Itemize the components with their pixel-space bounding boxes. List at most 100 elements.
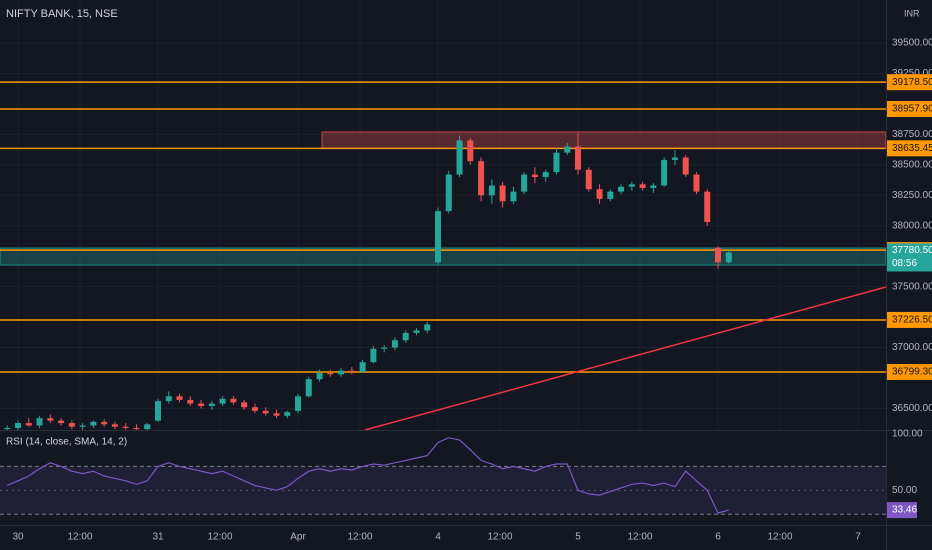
candle-body: [542, 172, 549, 177]
level-label-bg: [887, 140, 932, 157]
candle-body: [122, 426, 129, 428]
rsi-tick-label: 100.00: [892, 429, 923, 440]
candle-body: [381, 347, 388, 349]
candle-body: [176, 396, 183, 400]
candle-body: [251, 407, 258, 411]
candle-body: [618, 186, 625, 192]
x-tick-label: 4: [435, 532, 441, 543]
candle-body: [671, 157, 678, 160]
trend-line: [364, 286, 886, 430]
candle-body: [295, 396, 301, 411]
candle-body: [596, 189, 603, 199]
candle-body: [284, 412, 291, 416]
candle-body: [391, 340, 398, 348]
x-tick-label: 12:00: [347, 532, 372, 543]
candle-body: [585, 169, 592, 190]
candle-body: [628, 184, 635, 187]
candle-body: [58, 420, 65, 424]
candle-body: [467, 140, 474, 162]
candle-body: [101, 421, 108, 425]
y-tick-label: 38500.00: [892, 159, 932, 170]
level-label: 38957.90: [892, 104, 932, 115]
candle-body: [316, 373, 323, 380]
candle-body: [445, 174, 452, 212]
candle-body: [661, 159, 668, 186]
x-tick-label: 12:00: [487, 532, 512, 543]
candle-body: [198, 403, 205, 407]
x-tick-label: 31: [152, 532, 164, 543]
x-tick-label: 5: [575, 532, 581, 543]
zone: [0, 247, 886, 266]
rsi-last-bg: [887, 502, 917, 519]
candle-body: [456, 140, 463, 175]
chart-title: NIFTY BANK, 15, NSE: [6, 8, 118, 20]
x-tick-label: 7: [855, 532, 861, 543]
candle-body: [327, 373, 334, 375]
candle-body: [402, 332, 409, 341]
price-pane: [0, 0, 886, 430]
candle-body: [413, 330, 420, 333]
candle-body: [682, 157, 689, 175]
last-price-label: 37780.50: [892, 245, 932, 256]
y-tick-label: 38250.00: [892, 190, 932, 201]
countdown: 08:56: [892, 258, 917, 269]
candle-body: [144, 424, 151, 430]
candle-body: [639, 184, 646, 188]
candle-body: [370, 348, 377, 363]
candle-body: [499, 185, 506, 202]
x-tick-label: 12:00: [67, 532, 92, 543]
candle-body: [704, 191, 711, 223]
candle-body: [165, 396, 172, 402]
y-tick-label: 38750.00: [892, 129, 932, 140]
x-tick-label: 12:00: [767, 532, 792, 543]
candle-body: [305, 379, 312, 397]
candle-body: [607, 191, 614, 199]
zone: [321, 131, 886, 149]
candle-body: [488, 185, 495, 196]
axes: 36500.00 37000.00 37500.00 38000.00 38250.00…: [12, 38, 932, 543]
rsi-tick-label: 50.00: [892, 485, 917, 496]
y-tick-label: 39500.00: [892, 38, 932, 49]
level-label-bg: [887, 101, 932, 118]
candle-body: [693, 174, 700, 192]
candle-body: [47, 418, 54, 421]
candle-body: [90, 421, 97, 426]
candle-body: [68, 423, 75, 427]
candle-body: [521, 174, 528, 192]
rsi-pane: [0, 437, 886, 515]
candle-body: [478, 161, 485, 196]
last-price-bg: [887, 243, 932, 272]
candle-body: [715, 247, 721, 263]
y-tick-label: 37000.00: [892, 342, 932, 353]
x-tick-label: 12:00: [627, 532, 652, 543]
candle-body: [79, 425, 86, 427]
rsi-last-label: 33.46: [892, 505, 917, 516]
x-tick-label: 6: [715, 532, 721, 543]
candle-body: [510, 191, 517, 202]
rsi-title: RSI (14, close, SMA, 14, 2): [6, 437, 127, 448]
candle-body: [338, 370, 345, 375]
level-label-bg: [887, 363, 932, 380]
candle-body: [25, 423, 32, 426]
candle-body: [435, 211, 441, 263]
candle-body: [187, 399, 194, 404]
candle-body: [133, 427, 140, 430]
candle-body: [208, 403, 215, 407]
candle-body: [219, 398, 226, 404]
level-label: 36799.30: [892, 367, 932, 378]
level-label-bg: [887, 311, 932, 328]
candle-body: [230, 398, 237, 403]
candle-body: [15, 423, 21, 428]
candle-body: [4, 427, 11, 430]
y-tick-label: 39250.00: [892, 68, 932, 79]
candle-body: [359, 362, 366, 372]
candle-body: [36, 418, 43, 426]
candle-body: [725, 252, 732, 263]
level-label: 38635.45: [892, 143, 932, 154]
y-tick-label: 37500.00: [892, 281, 932, 292]
candle-body: [241, 402, 248, 408]
candle-body: [650, 185, 657, 188]
x-tick-label: Apr: [290, 532, 306, 543]
x-tick-label: 30: [12, 532, 24, 543]
